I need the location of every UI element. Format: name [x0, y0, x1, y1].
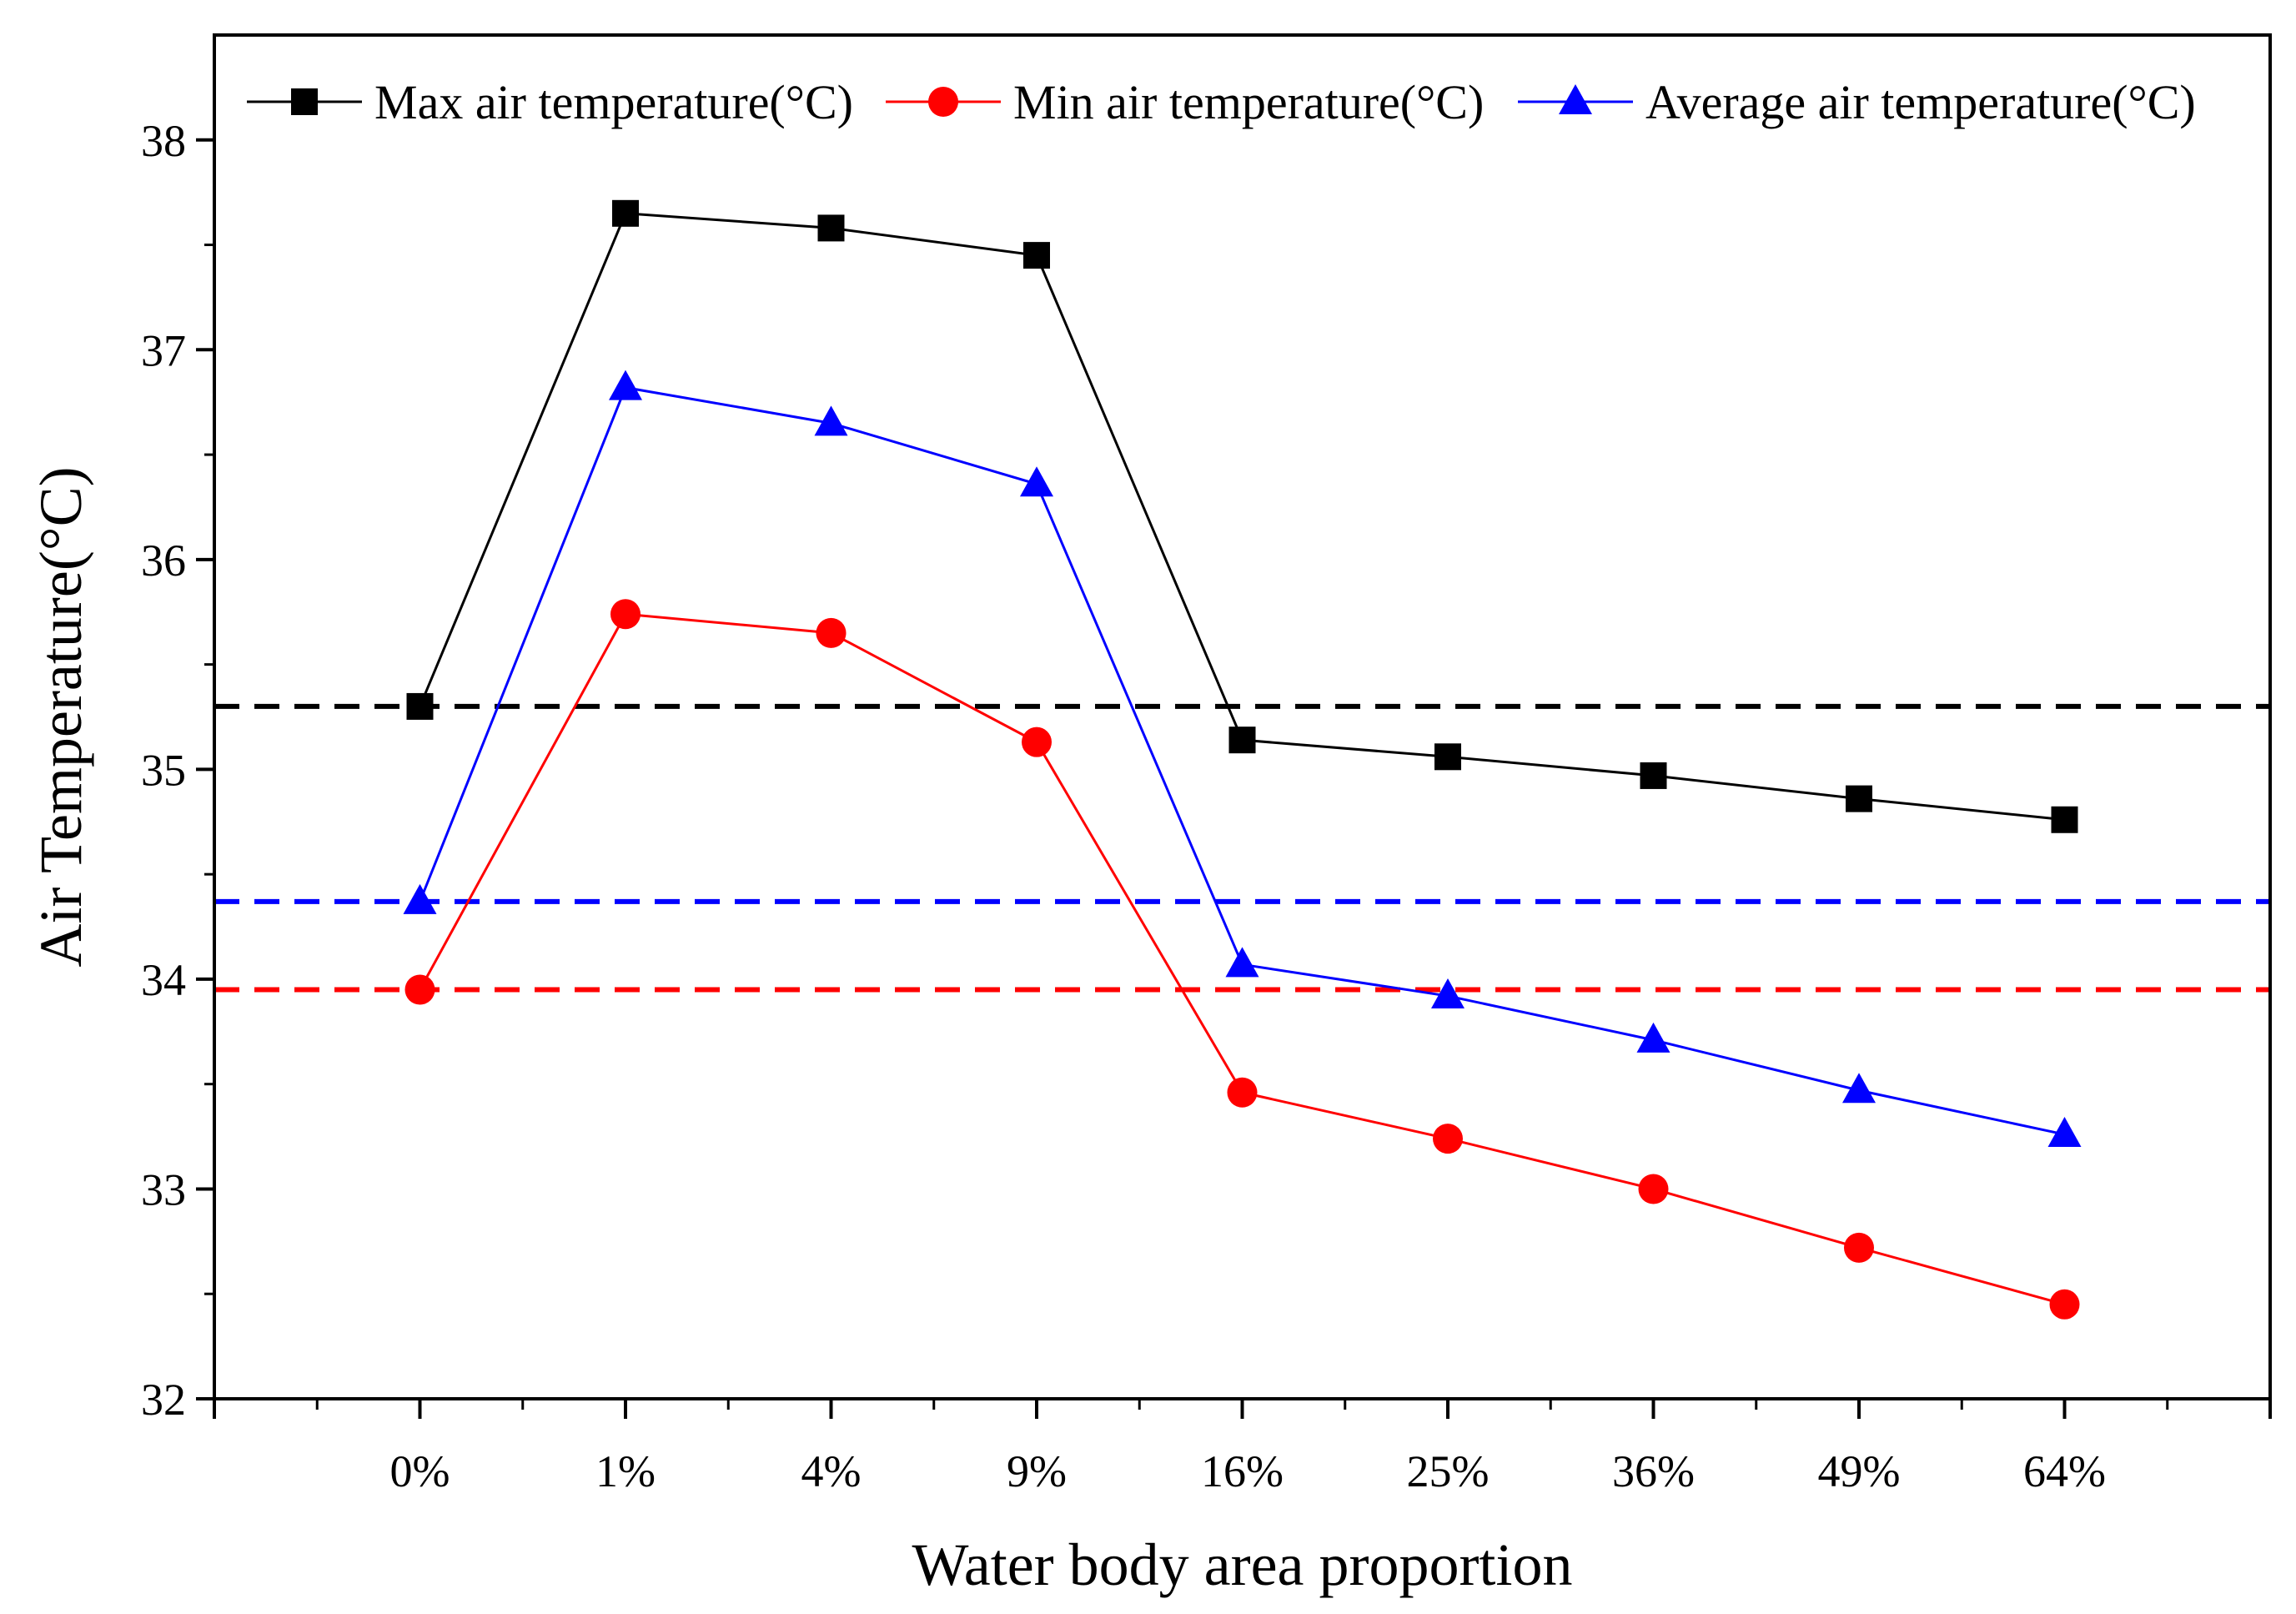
x-tick-label: 0%	[390, 1446, 450, 1496]
data-point-square	[1640, 762, 1667, 789]
legend-swatch-marker	[928, 87, 958, 117]
x-axis: 0% 1% 4% 9% 16% 25% 36% 49% 64%	[213, 1399, 2272, 1496]
x-tick-label: 36%	[1612, 1446, 1695, 1496]
legend-swatch-marker	[1559, 84, 1592, 114]
y-axis-title: Air Temperature(°C)	[28, 466, 94, 967]
data-point-square	[817, 214, 845, 242]
legend-swatch-marker	[291, 88, 318, 115]
legend-label: Min air temperature(°C)	[1013, 75, 1484, 129]
data-point-circle	[1227, 1077, 1258, 1108]
y-tick-label: 33	[141, 1164, 186, 1214]
data-point-triangle	[2047, 1117, 2082, 1148]
data-point-triangle	[1225, 947, 1259, 978]
y-tick-label: 34	[141, 955, 186, 1005]
x-tick-label: 49%	[1818, 1446, 1901, 1496]
y-tick-label: 38	[141, 116, 186, 166]
data-point-circle	[2049, 1289, 2080, 1320]
data-point-square	[1023, 242, 1050, 269]
series-markers	[403, 199, 2082, 1320]
y-tick-label: 32	[141, 1375, 186, 1425]
data-point-triangle	[1636, 1022, 1671, 1053]
data-point-triangle	[1842, 1073, 1876, 1104]
data-point-square	[406, 692, 434, 720]
x-tick-label: 9%	[1007, 1446, 1067, 1496]
data-point-triangle	[814, 405, 848, 436]
x-tick-label: 64%	[2023, 1446, 2106, 1496]
x-axis-title: Water body area proportion	[912, 1531, 1573, 1598]
x-tick-label: 16%	[1201, 1446, 1284, 1496]
y-axis: 32 33 34 35 36 37 38	[141, 116, 214, 1425]
y-tick-label: 35	[141, 745, 186, 795]
data-point-square	[2051, 806, 2078, 833]
data-point-circle	[1433, 1124, 1463, 1154]
data-point-circle	[1022, 727, 1052, 757]
data-point-square	[1228, 727, 1256, 754]
x-tick-label: 1%	[595, 1446, 656, 1496]
data-point-triangle	[609, 370, 642, 400]
x-tick-label: 25%	[1407, 1446, 1490, 1496]
data-point-circle	[1844, 1232, 1874, 1263]
data-point-triangle	[1020, 466, 1053, 497]
reference-lines	[214, 703, 2270, 993]
x-tick-label: 4%	[801, 1446, 862, 1496]
legend-label: Max air temperature(°C)	[374, 75, 853, 129]
y-tick-label: 36	[141, 535, 186, 586]
data-point-square	[1846, 785, 1872, 812]
legend-label: Average air temperature(°C)	[1645, 75, 2196, 129]
y-tick-label: 37	[141, 325, 186, 375]
data-point-circle	[610, 599, 641, 630]
data-point-circle	[1638, 1174, 1669, 1204]
data-point-square	[1434, 743, 1461, 771]
data-point-triangle	[403, 883, 437, 914]
data-point-circle	[816, 617, 847, 648]
legend: Max air temperature(°C) Min air temperatu…	[247, 75, 2196, 129]
data-point-square	[612, 199, 639, 227]
data-point-circle	[404, 974, 435, 1005]
data-point-triangle	[1431, 978, 1465, 1009]
